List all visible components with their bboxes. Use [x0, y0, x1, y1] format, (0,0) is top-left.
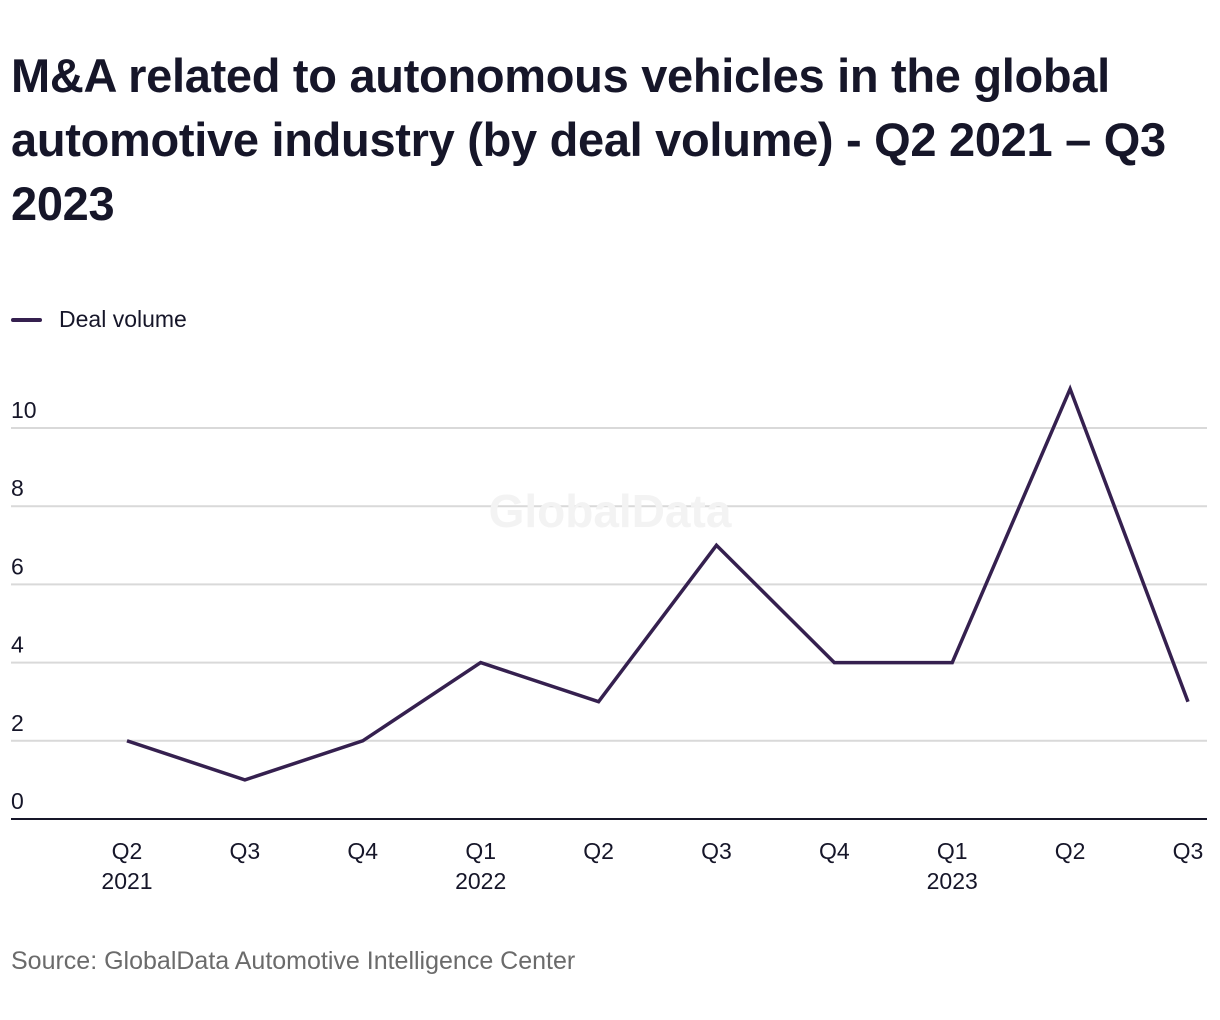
data-point — [1064, 383, 1076, 395]
x-tick-label-quarter: Q2 — [583, 838, 614, 864]
data-point — [828, 657, 840, 669]
x-tick-label-year: 2023 — [927, 868, 978, 894]
y-tick-label: 10 — [11, 397, 37, 423]
x-tick-label-quarter: Q1 — [937, 838, 968, 864]
x-tick-label-quarter: Q3 — [230, 838, 261, 864]
x-tick-label-quarter: Q4 — [347, 838, 378, 864]
data-point — [357, 735, 369, 747]
y-tick-label: 2 — [11, 710, 24, 736]
data-point — [710, 539, 722, 551]
x-tick-label-quarter: Q3 — [701, 838, 732, 864]
series-line-deal-volume — [126, 384, 1190, 782]
x-axis-ticks: Q2 2021 Q3 Q4 Q1 2022 Q2 Q3 Q4 Q1 2023 Q2 Q3 — [101, 838, 1203, 894]
y-tick-label: 0 — [11, 788, 24, 814]
x-tick-label-quarter: Q4 — [819, 838, 850, 864]
x-tick-label-year: 2021 — [101, 868, 152, 894]
data-point — [475, 657, 487, 669]
x-tick-label-quarter: Q2 — [112, 838, 143, 864]
x-tick-label-quarter: Q2 — [1055, 838, 1086, 864]
legend: Deal volume — [11, 306, 187, 333]
watermark: GlobalData — [489, 485, 732, 537]
legend-label-deal-volume: Deal volume — [59, 306, 187, 332]
y-tick-label: 6 — [11, 553, 24, 579]
y-tick-label: 8 — [11, 475, 24, 501]
chart-title: M&A related to autonomous vehicles in th… — [11, 49, 1166, 230]
y-axis-ticks: 0 2 4 6 8 10 — [11, 397, 37, 814]
x-tick-label-quarter: Q3 — [1173, 838, 1204, 864]
data-point — [121, 735, 133, 747]
data-point — [946, 657, 958, 669]
x-tick-label-year: 2022 — [455, 868, 506, 894]
y-tick-label: 4 — [11, 632, 24, 658]
source-note: Source: GlobalData Automotive Intelligen… — [11, 947, 576, 975]
data-point — [1182, 696, 1194, 708]
data-point — [239, 774, 251, 786]
data-point — [593, 696, 605, 708]
x-tick-label-quarter: Q1 — [465, 838, 496, 864]
legend-swatch-deal-volume — [11, 317, 42, 322]
gridlines — [11, 427, 1207, 742]
series — [121, 383, 1194, 786]
